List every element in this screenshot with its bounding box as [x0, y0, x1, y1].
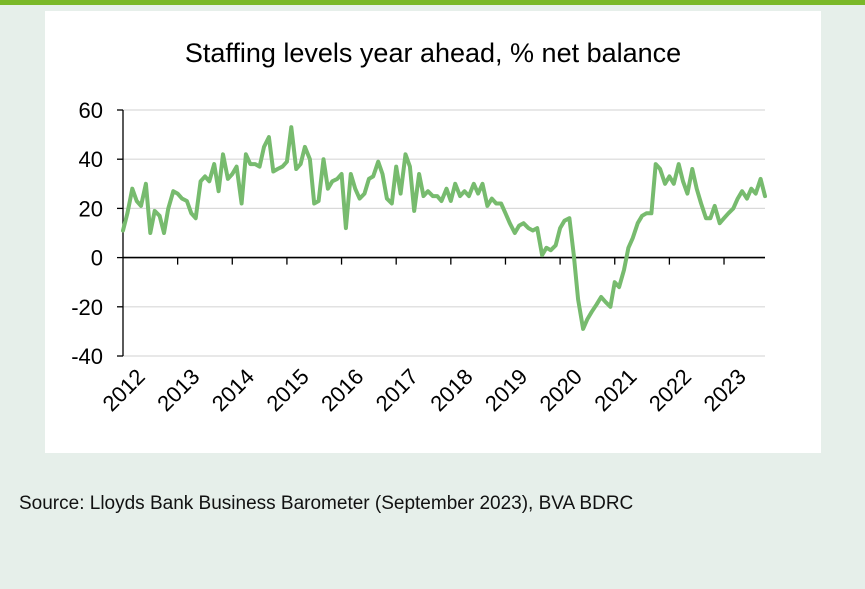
y-tick-label-5: 60: [79, 98, 103, 123]
x-tick-label-3: 2015: [261, 364, 313, 416]
x-tick-label-8: 2020: [535, 364, 587, 416]
y-tick-label-4: 40: [79, 147, 103, 172]
x-tick-label-4: 2016: [316, 364, 368, 416]
x-tick-label-10: 2022: [644, 364, 696, 416]
source-note: Source: Lloyds Bank Business Barometer (…: [19, 493, 634, 514]
y-axis-tick-labels: -40 -20 0 20 40 60: [71, 98, 103, 369]
x-tick-label-0: 2012: [98, 364, 150, 416]
x-tick-label-5: 2017: [371, 364, 423, 416]
chart-title: Staffing levels year ahead, % net balanc…: [185, 38, 681, 68]
x-tick-label-9: 2021: [589, 364, 641, 416]
x-tick-label-6: 2018: [425, 364, 477, 416]
axes: [117, 109, 765, 357]
x-tick-label-7: 2019: [480, 364, 532, 416]
y-tick-label-2: 0: [91, 246, 103, 271]
line-chart: Staffing levels year ahead, % net balanc…: [71, 38, 767, 416]
y-tick-label-1: -20: [71, 295, 103, 320]
top-accent-bar: [0, 0, 865, 5]
x-tick-label-1: 2013: [152, 364, 204, 416]
y-tick-label-3: 20: [79, 196, 103, 221]
series-line-0: [121, 125, 767, 331]
gridlines: [123, 109, 765, 357]
x-axis-tick-labels: 2012 2013 2014 2015 2016 2017 2018 2019 2020 2021…: [98, 364, 751, 416]
y-tick-label-0: -40: [71, 344, 103, 369]
chart-card: Staffing levels year ahead, % net balanc…: [45, 11, 821, 453]
x-tick-label-11: 2023: [699, 364, 751, 416]
x-tick-label-2: 2014: [207, 364, 259, 416]
series-layer: [121, 125, 767, 331]
